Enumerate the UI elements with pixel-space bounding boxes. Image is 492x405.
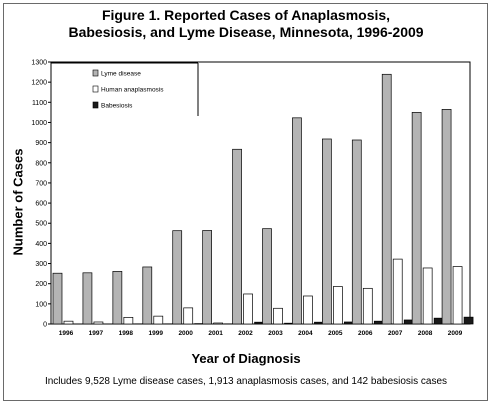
y-tick-label: 500 <box>35 221 47 228</box>
y-tick-label: 900 <box>35 140 47 147</box>
lyme-bar <box>322 138 332 325</box>
anaplasmosis-bar <box>243 293 253 325</box>
lyme-legend-swatch <box>92 69 99 77</box>
chart-frame <box>3 3 488 401</box>
x-tick-label: 1996 <box>59 330 74 337</box>
anaplasmosis-bar <box>153 315 164 325</box>
legend-label: Lyme disease <box>101 71 141 78</box>
legend-label: Babesiosis <box>101 103 133 110</box>
y-tick-label: 400 <box>35 241 47 248</box>
anaplasmosis-bar <box>213 322 223 325</box>
x-tick-label: 1999 <box>149 330 164 337</box>
babesiosis-bar <box>463 316 474 325</box>
anaplasmosis-bar <box>422 267 433 325</box>
anaplasmosis-bar <box>123 316 134 325</box>
anaplasmosis-bar <box>392 258 403 325</box>
x-tick-label: 2006 <box>358 330 373 337</box>
anaplasmosis-bar <box>183 307 194 325</box>
lyme-bar <box>112 271 123 325</box>
x-tick-label: 2007 <box>388 330 403 337</box>
anaplasmosis-bar <box>93 321 104 325</box>
lyme-bar <box>202 230 212 325</box>
x-axis-label: Year of Diagnosis <box>191 351 301 366</box>
lyme-bar <box>262 228 272 325</box>
y-tick-label: 600 <box>35 201 47 208</box>
y-tick-label: 1100 <box>32 100 47 107</box>
lyme-bar <box>441 109 452 325</box>
lyme-bar <box>351 139 362 325</box>
chart-title: Figure 1. Reported Cases of Anaplasmosis… <box>0 7 492 41</box>
chart-title-line-1: Figure 1. Reported Cases of Anaplasmosis… <box>101 7 391 23</box>
footnote: Includes 9,528 Lyme disease cases, 1,913… <box>44 376 448 387</box>
x-tick-label: 2002 <box>238 330 253 337</box>
anaplasmosis-bar <box>303 295 313 325</box>
x-tick-label: 2001 <box>208 330 223 337</box>
babesiosis-legend-swatch <box>92 101 99 109</box>
lyme-bar <box>52 272 63 325</box>
anaplasmosis-bar <box>273 307 283 325</box>
y-tick-label: 300 <box>35 261 47 268</box>
x-tick-label: 2004 <box>298 330 313 337</box>
x-tick-label: 1998 <box>119 330 134 337</box>
x-tick-label: 2003 <box>268 330 283 337</box>
y-tick-label: 0 <box>43 322 47 329</box>
y-tick-label: 1000 <box>31 120 47 127</box>
y-tick-label: 1200 <box>31 80 47 87</box>
lyme-bar <box>142 266 153 325</box>
x-tick-label: 2005 <box>328 330 343 337</box>
x-tick-label: 2009 <box>448 330 463 337</box>
chart-title-line-2: Babesiosis, and Lyme Disease, Minnesota,… <box>68 24 424 40</box>
anaplasmosis-bar <box>63 320 74 325</box>
x-tick-label: 2000 <box>178 330 193 337</box>
lyme-bar <box>381 73 392 325</box>
lyme-bar <box>411 112 422 325</box>
lyme-bar <box>292 117 302 325</box>
x-tick-label: 1997 <box>89 330 104 337</box>
anaplasmosis-legend-swatch <box>92 85 99 93</box>
lyme-bar <box>172 230 183 325</box>
y-tick-label: 1300 <box>31 60 47 67</box>
y-tick-label: 800 <box>35 160 47 167</box>
lyme-bar <box>232 148 242 325</box>
y-tick-label: 200 <box>35 281 47 288</box>
anaplasmosis-bar <box>452 266 463 325</box>
anaplasmosis-bar <box>333 286 343 325</box>
legend-background <box>52 63 197 115</box>
lyme-bar <box>82 272 93 325</box>
x-tick-label: 2008 <box>418 330 433 337</box>
y-tick-label: 100 <box>35 301 47 308</box>
y-tick-label: 700 <box>35 180 47 187</box>
legend-label: Human anaplasmosis <box>101 87 164 94</box>
anaplasmosis-bar <box>362 287 373 325</box>
